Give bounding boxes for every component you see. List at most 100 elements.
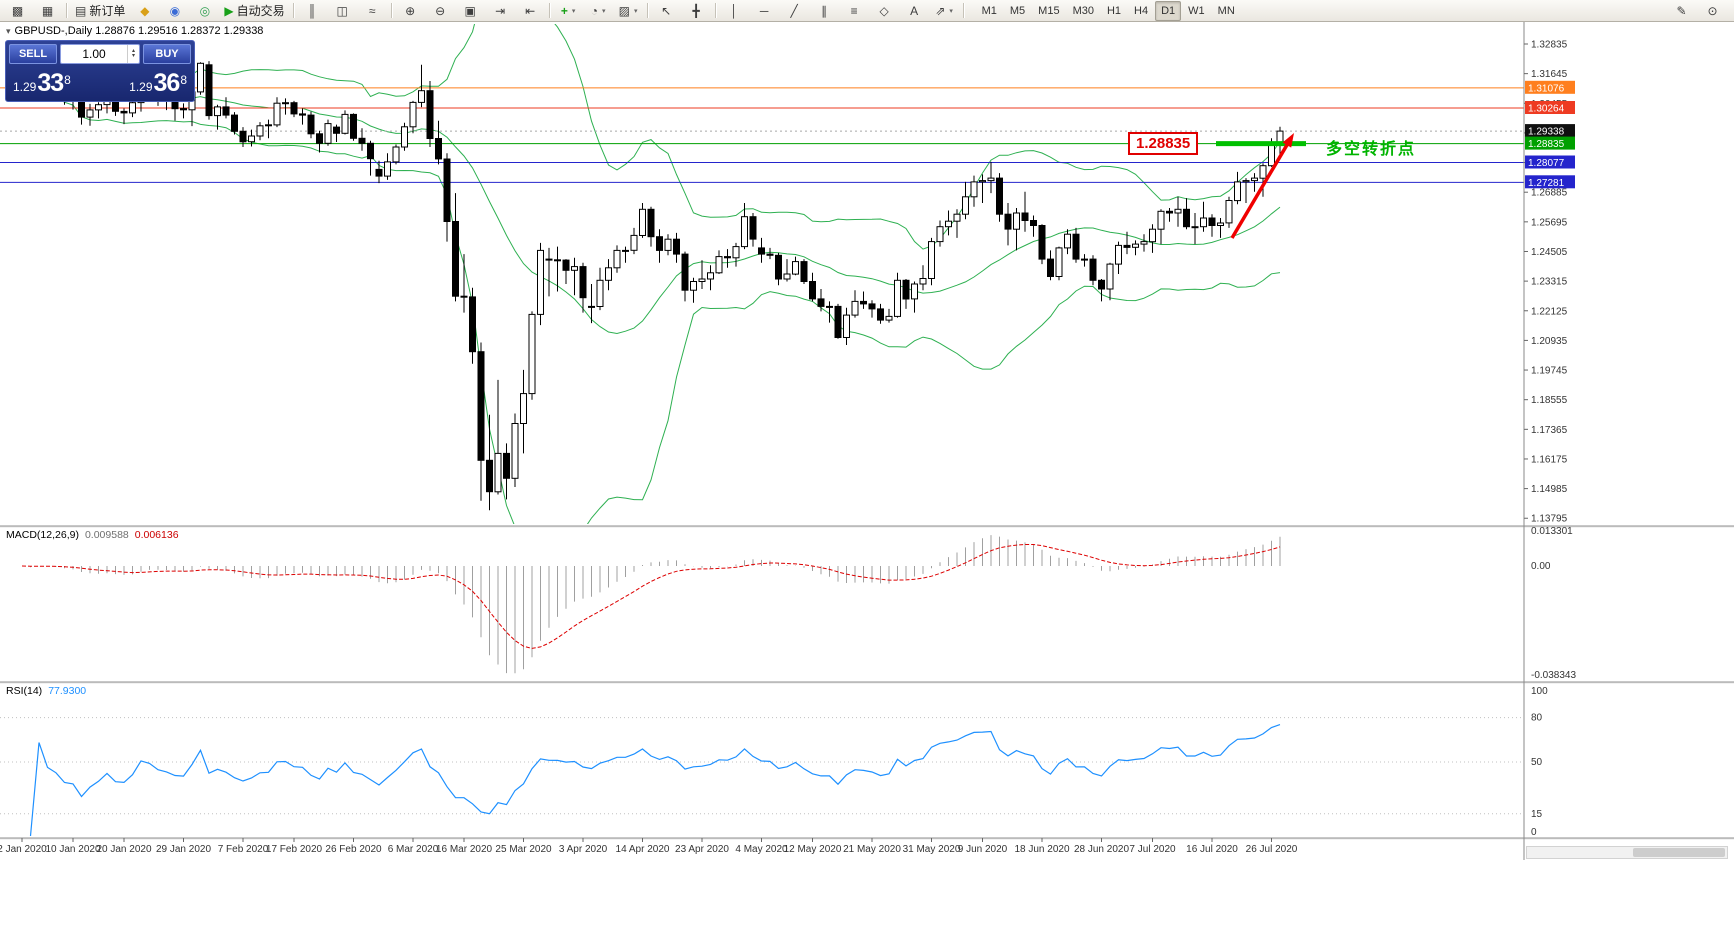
line-chart-button[interactable]: ≈ — [358, 0, 387, 21]
macd-main-value: 0.009588 — [84, 529, 129, 541]
note-annotation: 多空转折点 — [1326, 141, 1417, 158]
scrollbar-thumb[interactable] — [1633, 848, 1725, 857]
spinner-up-icon[interactable]: ▴ — [131, 48, 135, 54]
candle-body — [732, 246, 740, 259]
bollinger-upper-band — [21, 24, 1281, 250]
line-chart-icon: ≈ — [368, 3, 376, 18]
fibonacci-icon: ≡ — [850, 3, 858, 18]
candle-body — [792, 261, 799, 275]
candle-body — [239, 130, 247, 143]
timeframe-mn-button[interactable]: MN — [1217, 4, 1235, 17]
new-chart-button[interactable]: ▩ — [3, 0, 32, 21]
cursor-button[interactable]: ↖ — [652, 0, 681, 21]
navigator-button[interactable]: ◎ — [190, 0, 219, 21]
volume-input[interactable] — [61, 46, 127, 62]
candle-body — [1174, 208, 1182, 214]
price-tick-label: 1.22125 — [1531, 306, 1568, 317]
price-badge-label: 1.30264 — [1528, 104, 1565, 115]
market-watch-icon: ◆ — [140, 3, 150, 18]
candle-body — [970, 181, 978, 198]
tile-windows-button[interactable]: ▣ — [456, 0, 485, 21]
chart-shift-button[interactable]: ⇤ — [516, 0, 545, 21]
vertical-line-button[interactable]: │ — [720, 0, 749, 21]
price-badge — [1525, 155, 1575, 169]
toolbar-separator — [962, 3, 964, 18]
timeframe-m15-button[interactable]: M15 — [1038, 4, 1060, 17]
autotrading-button[interactable]: ▶ 自动交易 — [220, 0, 288, 21]
timeframe-w1-button[interactable]: W1 — [1188, 4, 1205, 17]
text-button[interactable]: A — [900, 0, 929, 21]
one-click-trading-panel: SELL ▴ ▾ BUY 1.29 33 8 1.29 36 8 — [5, 40, 195, 102]
candle-body — [171, 100, 179, 110]
candle-body — [596, 279, 604, 307]
shapes-button[interactable]: ◇ — [870, 0, 899, 21]
candle-body — [630, 234, 638, 251]
edit-toolbar-icon: ✎ — [1676, 3, 1687, 18]
volume-spinner[interactable]: ▴ ▾ — [127, 45, 139, 63]
edit-toolbar-button[interactable]: ✎ — [1667, 0, 1696, 21]
profiles-button[interactable]: ▦ — [33, 0, 62, 21]
data-window-button[interactable]: ◉ — [160, 0, 189, 21]
candle-body — [996, 177, 1003, 215]
timeframe-m30-button[interactable]: M30 — [1072, 4, 1094, 17]
timeframe-m5-button[interactable]: M5 — [1009, 4, 1026, 17]
candle-body — [656, 236, 663, 251]
volume-field[interactable]: ▴ ▾ — [60, 44, 140, 64]
chart-background[interactable] — [0, 22, 1734, 949]
zoom-out-button[interactable]: ⊖ — [426, 0, 455, 21]
candle-body — [707, 272, 714, 280]
timeframe-m1-button[interactable]: M1 — [981, 4, 997, 17]
timeframe-h4-button[interactable]: H4 — [1134, 4, 1149, 17]
price-tick-label: 1.16175 — [1531, 454, 1568, 465]
candle-body — [1030, 220, 1037, 226]
sell-button[interactable]: SELL — [9, 44, 57, 64]
fibonacci-button[interactable]: ≡ — [840, 0, 869, 21]
price-badge — [1525, 101, 1575, 114]
oneclick-collapse-icon[interactable]: ▾ — [6, 25, 11, 36]
rsi-line — [29, 724, 1281, 837]
candle-body — [936, 226, 944, 243]
zoom-in-button[interactable]: ⊕ — [396, 0, 425, 21]
candlestick-chart-button[interactable]: ◫ — [328, 0, 357, 21]
autotrading-icon: ▶ — [224, 3, 234, 18]
indicators-button[interactable]: + ▾ — [554, 0, 583, 21]
sell-price-frac: 8 — [64, 73, 71, 87]
timeframe-d1-button[interactable]: D1 — [1155, 0, 1182, 21]
caret-down-icon: ▾ — [571, 7, 576, 15]
timeframe-toolbar: M1 M5 M15 M30 H1 H4 D1 W1 MN — [976, 0, 1241, 21]
candle-body — [248, 135, 255, 143]
new-order-button[interactable]: ▤ 新订单 — [71, 0, 129, 21]
auto-scroll-button[interactable]: ⇥ — [486, 0, 515, 21]
templates-button[interactable]: ▨ ▾ — [614, 0, 643, 21]
arrows-button[interactable]: ⇗ ▾ — [930, 0, 959, 21]
rsi-scale-label: 100 — [1531, 686, 1548, 697]
price-tick-label: 1.14985 — [1531, 484, 1568, 495]
spinner-down-icon[interactable]: ▾ — [131, 53, 135, 59]
rsi-value: 77.9300 — [48, 685, 87, 697]
sell-price-pips: 33 — [37, 69, 64, 97]
trendline-button[interactable]: ╱ — [780, 0, 809, 21]
channel-button[interactable]: ∥ — [810, 0, 839, 21]
candle-body — [341, 113, 349, 134]
market-watch-button[interactable]: ◆ — [130, 0, 159, 21]
price-tick-label: 1.24505 — [1531, 247, 1568, 258]
timeframe-h1-button[interactable]: H1 — [1106, 4, 1122, 17]
bar-chart-button[interactable]: ║ — [298, 0, 327, 21]
candle-body — [1064, 233, 1071, 249]
candle-body — [809, 281, 816, 300]
candle-body — [1200, 217, 1207, 228]
macd-panel — [21, 535, 1281, 674]
horizontal-scrollbar[interactable] — [1526, 846, 1728, 859]
candle-body — [783, 273, 791, 280]
buy-button[interactable]: BUY — [143, 44, 191, 64]
horizontal-line-button[interactable]: ─ — [750, 0, 779, 21]
periods-button[interactable]: ◔ ▾ — [584, 0, 613, 21]
candle-body — [664, 238, 672, 251]
search-button[interactable]: ⊙ — [1698, 0, 1727, 21]
crosshair-button[interactable]: ╋ — [682, 0, 711, 21]
date-tick-label: 7 Feb 2020 — [218, 844, 269, 855]
buy-price-base: 1.29 — [129, 80, 153, 94]
price-tick-label: 1.17365 — [1531, 425, 1568, 436]
candle-body — [350, 113, 357, 139]
